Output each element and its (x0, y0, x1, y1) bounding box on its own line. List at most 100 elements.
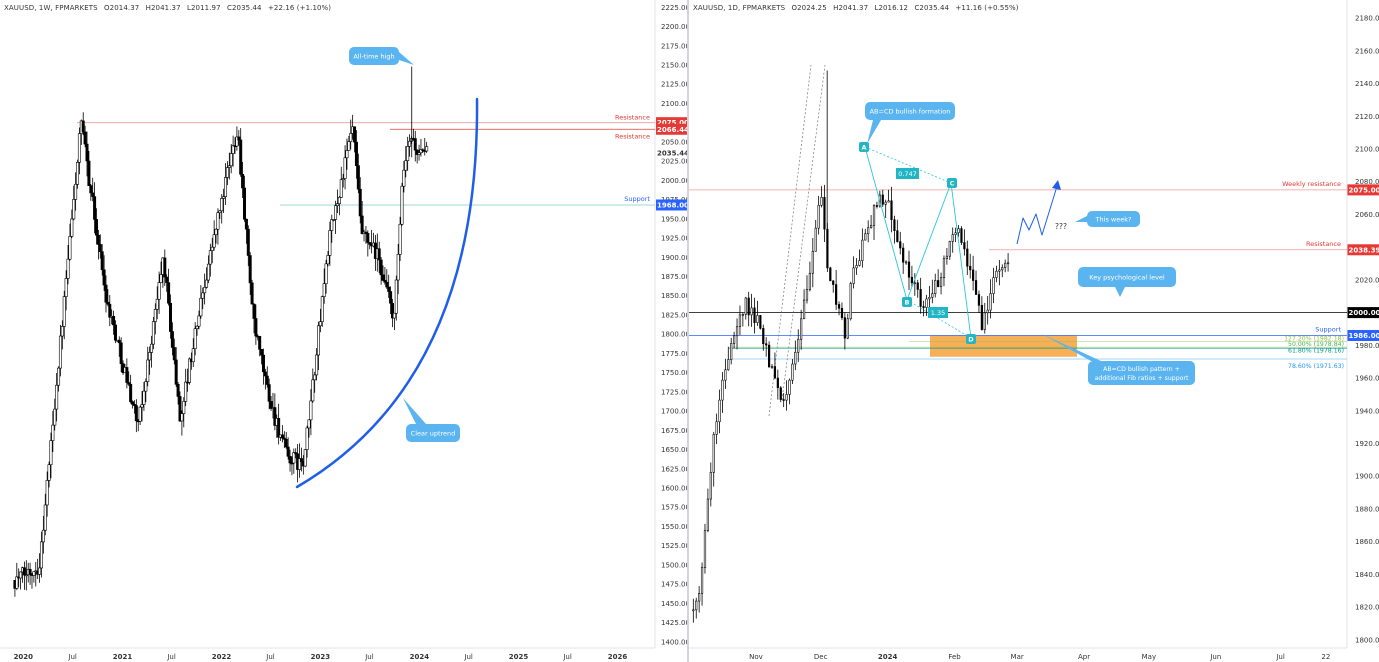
candle (150, 343, 154, 353)
candle (392, 312, 396, 319)
y-tick-label: 1725.00 (661, 388, 687, 396)
candle (81, 120, 85, 133)
candle (937, 280, 940, 287)
candle (794, 351, 797, 365)
candle (957, 228, 960, 234)
candle (829, 267, 832, 282)
candle (364, 231, 368, 234)
candle (68, 236, 72, 260)
candle (284, 439, 288, 448)
weekly-chart-panel[interactable]: XAUUSD, 1W, FPMARKETS O2014.37 H2041.37 … (0, 0, 687, 662)
abcd-point-a (859, 142, 869, 152)
candle (738, 314, 742, 328)
y-tick-label: 1675.00 (661, 427, 687, 435)
candle (193, 328, 197, 349)
y-tick-label: 1600.00 (661, 485, 687, 493)
daily-chart-panel[interactable]: XAUUSD, 1D, FPMARKETS O2024.25 H2041.37 … (689, 0, 1379, 662)
candle (343, 157, 347, 179)
candle (155, 298, 159, 310)
candle (91, 192, 95, 197)
y-tick-label: 2140.00 (1355, 80, 1379, 88)
candle (948, 241, 951, 257)
candle (254, 318, 258, 337)
price-badge: 1968.00 (656, 199, 687, 211)
candle (966, 248, 969, 267)
candle (998, 269, 1001, 272)
candle (881, 194, 884, 205)
y-tick-label: 1875.00 (661, 273, 687, 281)
candle (70, 218, 74, 237)
x-tick-label: 2021 (113, 653, 133, 661)
daily-candles (692, 70, 1010, 623)
candle (315, 354, 319, 376)
candle (788, 379, 791, 395)
candle (195, 325, 199, 329)
price-badge-text: 1968.00 (657, 201, 687, 209)
candle (425, 146, 429, 152)
candle (805, 289, 809, 301)
callout-pointer (867, 120, 881, 144)
candle (709, 472, 712, 500)
candle (260, 349, 264, 356)
projection-path (1016, 182, 1059, 245)
daily-chart-canvas[interactable]: 1800.00 1820.00 1840.00 1860.00 1880.00 1900.… (689, 0, 1379, 662)
candle (916, 282, 919, 290)
open-value: O2024.25 (791, 4, 827, 12)
abcd-point-label: A (861, 144, 866, 152)
candle (288, 456, 292, 464)
candle (168, 302, 172, 332)
y-tick-label: 1925.00 (661, 235, 687, 243)
candle (939, 277, 943, 287)
candle (402, 169, 406, 187)
candle (176, 384, 180, 397)
y-tick-label: 2180.00 (1355, 15, 1379, 23)
candle (779, 387, 782, 400)
candle (28, 568, 32, 575)
price-badge-bg (656, 147, 687, 159)
candle (322, 283, 326, 297)
candle (55, 384, 59, 410)
price-badge-text: 2038.39 (1349, 246, 1379, 254)
callout-pointer (1075, 216, 1087, 222)
candle (142, 390, 146, 405)
weekly-chart-canvas[interactable]: 1400.00 1425.00 1450.00 1475.00 1500.00 1525.… (0, 0, 687, 662)
price-badge-text: 2035.44 (657, 150, 687, 158)
candle (808, 272, 812, 290)
candle (421, 149, 425, 151)
candle (849, 283, 852, 320)
candle (144, 381, 148, 392)
candle (980, 305, 983, 330)
question-text: ??? (1055, 222, 1067, 231)
candle (248, 255, 252, 284)
candle (989, 293, 992, 311)
callout-text: AB=CD bullish formation (870, 108, 951, 116)
candle (43, 504, 47, 531)
callout-text: AB=CD bullish pattern + (1103, 366, 1180, 373)
candle (218, 210, 222, 214)
candle (820, 196, 823, 206)
high-value: H2041.37 (833, 4, 869, 12)
candle (112, 315, 116, 326)
y-tick-label: 1800.00 (1355, 636, 1379, 644)
candle (252, 303, 256, 319)
resistance-label: Resistance (615, 132, 650, 140)
x-tick-label: Jul (1275, 653, 1285, 661)
candle (840, 308, 844, 318)
x-tick-label: Apr (1078, 653, 1090, 661)
candle (41, 529, 45, 543)
x-tick-label: Feb (948, 653, 961, 661)
candle (208, 250, 212, 265)
x-tick-label: Nov (749, 653, 763, 661)
weekly-resistance-label: Weekly resistance (1282, 180, 1341, 188)
candle (398, 223, 402, 255)
abcd-point-c (947, 178, 957, 188)
y-tick-label: 1850.00 (661, 292, 687, 300)
callout-box (349, 47, 399, 65)
candle (157, 282, 161, 300)
candle (992, 277, 995, 294)
candle (864, 233, 867, 241)
pane-divider[interactable] (687, 0, 689, 662)
y-tick-label: 2100.00 (1355, 145, 1379, 153)
candle (904, 261, 908, 264)
candle (415, 149, 419, 155)
